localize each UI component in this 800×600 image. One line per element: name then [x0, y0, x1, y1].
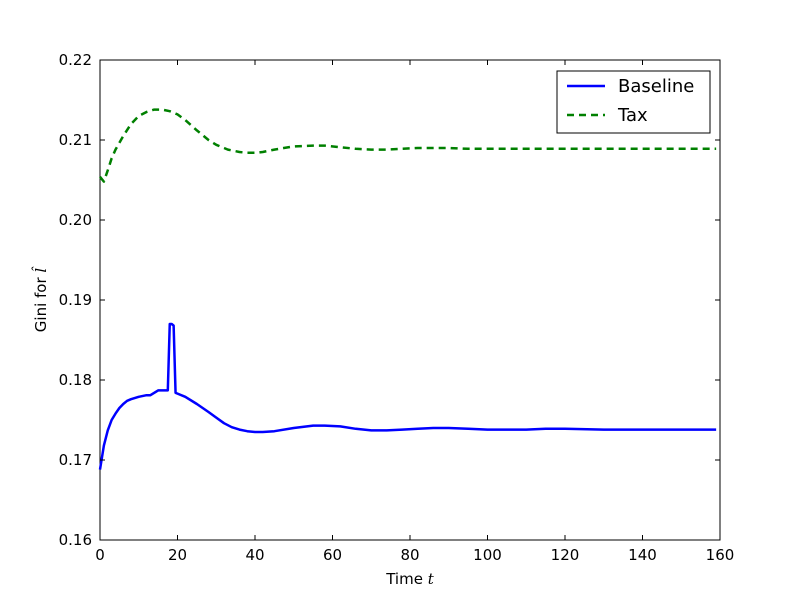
series-line-tax — [99, 108, 717, 183]
x-tick-label: 120 — [551, 546, 580, 564]
y-axis-label: Gini for l̂ — [32, 266, 50, 332]
x-tick-label: 100 — [473, 546, 502, 564]
y-tick-label: 0.21 — [59, 131, 92, 149]
legend-box — [556, 70, 711, 134]
series-layer — [98, 108, 717, 470]
x-tick-label: 60 — [323, 546, 342, 564]
y-tick-label: 0.18 — [59, 371, 92, 389]
legend-label-tax: Tax — [617, 105, 648, 126]
series-line-baseline — [98, 322, 717, 470]
y-tick-label: 0.17 — [59, 451, 92, 469]
x-axis-label: Time t — [385, 570, 434, 588]
x-tick-label: 0 — [95, 546, 105, 564]
x-tick-label: 160 — [706, 546, 735, 564]
x-tick-label: 80 — [400, 546, 419, 564]
x-tick-label: 140 — [628, 546, 657, 564]
y-tick-label: 0.19 — [59, 291, 92, 309]
y-tick-label: 0.20 — [59, 211, 92, 229]
tick-layer: 0 20 40 60 80 100 120 140 160 0.16 0.17 0.18 0.19 0.2… — [59, 51, 735, 564]
y-tick-label: 0.16 — [59, 531, 92, 549]
legend-label-baseline: Baseline — [618, 76, 694, 97]
legend: Baseline Tax — [556, 70, 711, 134]
y-tick-label: 0.22 — [59, 51, 92, 69]
x-tick-label: 20 — [168, 546, 187, 564]
x-tick-label: 40 — [245, 546, 264, 564]
plot-area-frame — [99, 59, 721, 541]
